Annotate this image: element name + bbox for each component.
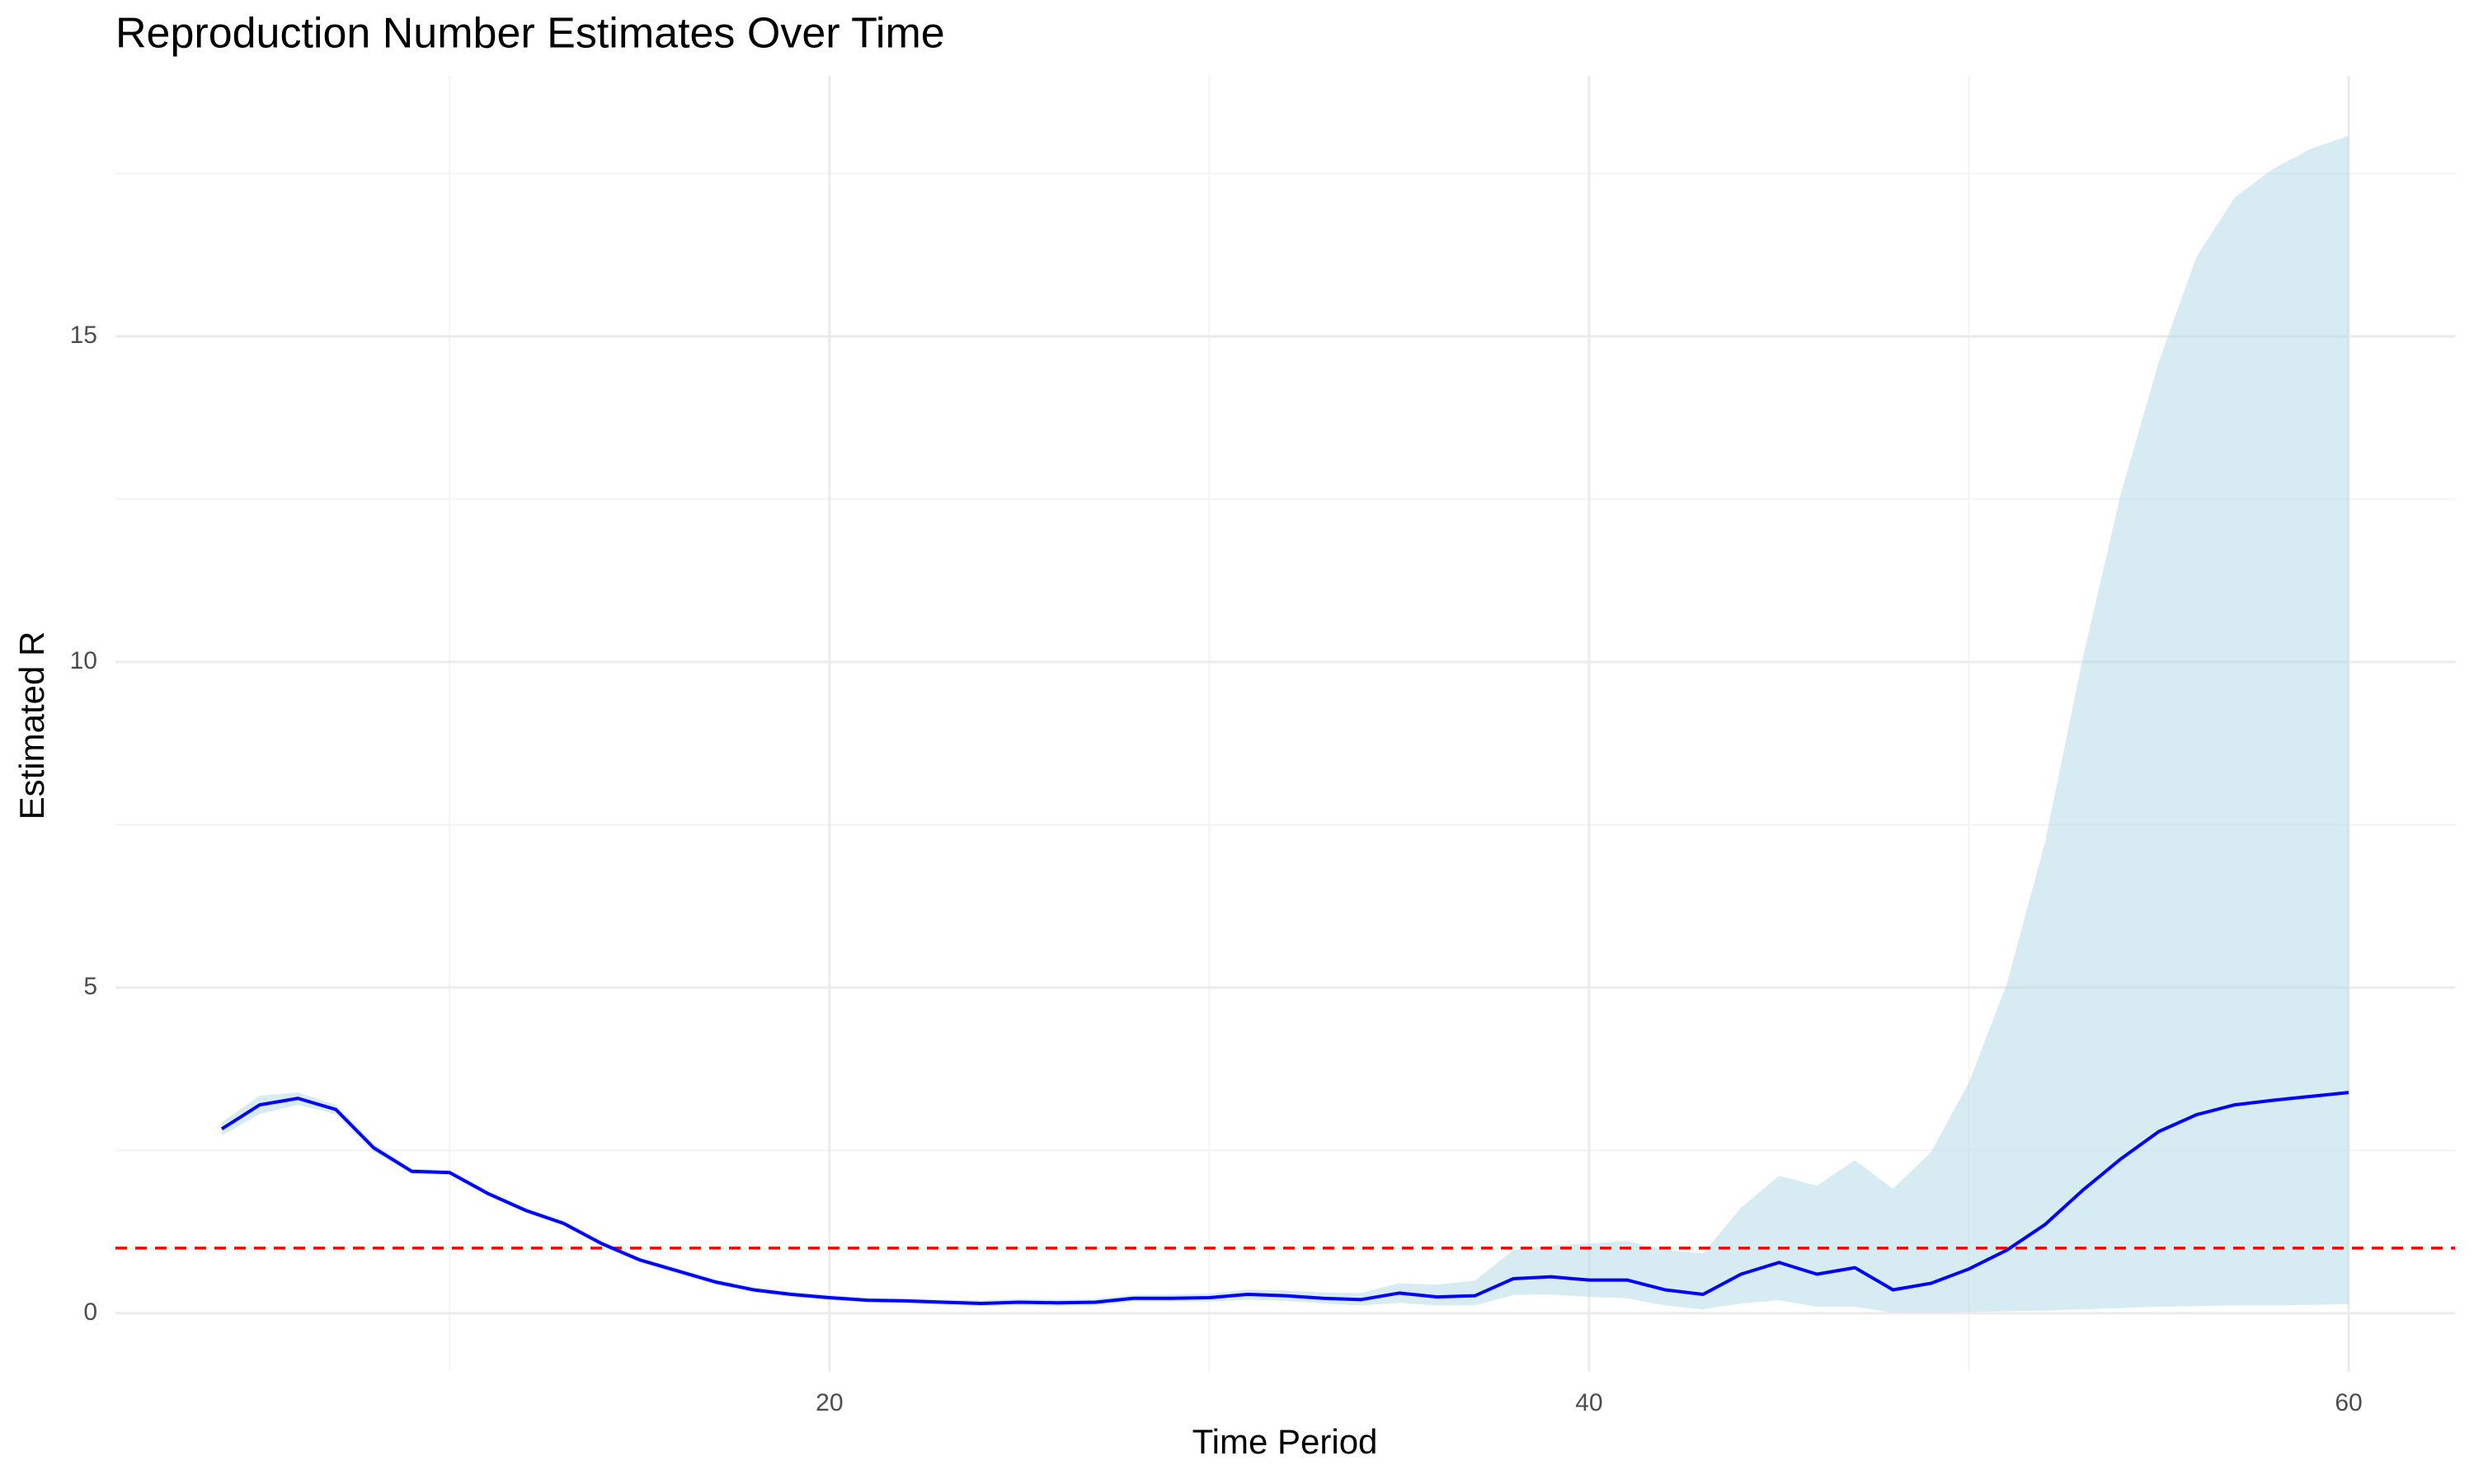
chart-title: Reproduction Number Estimates Over Time: [115, 10, 945, 58]
confidence-ribbon: [221, 135, 2349, 1313]
y-tick-label: 15: [70, 322, 97, 349]
y-tick-label: 0: [83, 1298, 97, 1326]
y-tick-label: 5: [83, 973, 97, 1000]
y-axis-title: Estimated R: [12, 632, 51, 820]
x-axis-title: Time Period: [1192, 1422, 1378, 1461]
estimate-line: [220, 1091, 2349, 1306]
x-tick-label: 20: [816, 1389, 843, 1416]
x-tick-label: 40: [1575, 1389, 1602, 1416]
y-tick-label: 10: [70, 647, 97, 674]
x-tick-label: 60: [2335, 1389, 2362, 1416]
